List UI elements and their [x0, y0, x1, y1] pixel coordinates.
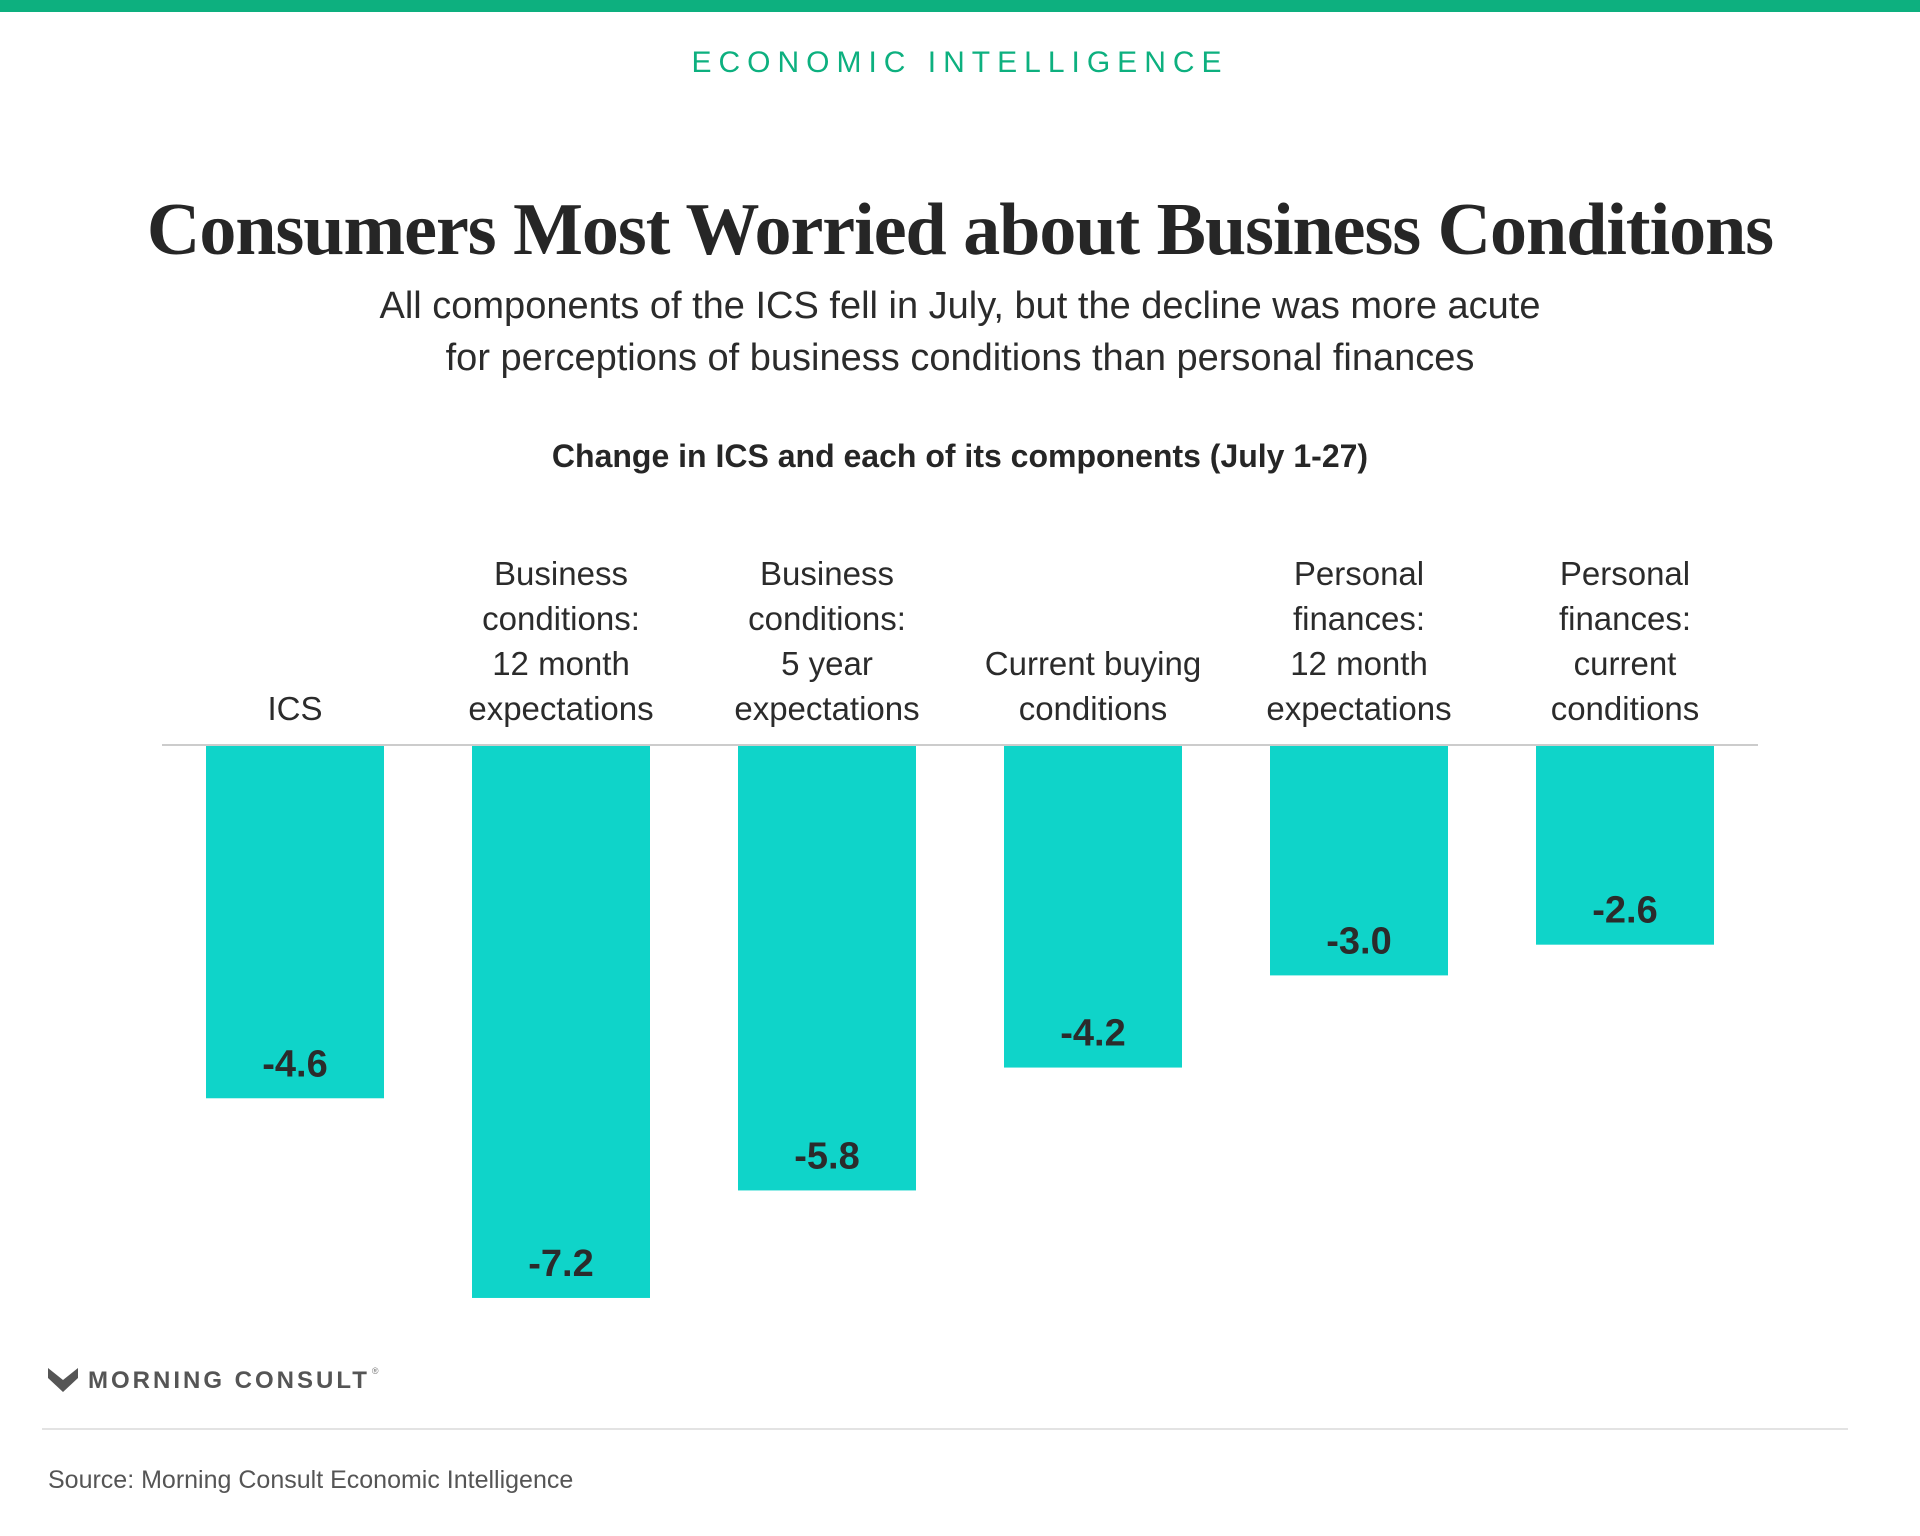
bar-1 [206, 745, 384, 1099]
category-label-4-line-2: conditions [1019, 690, 1168, 727]
top-accent-bar [0, 0, 1920, 12]
category-label-2-line-1: Business [494, 555, 628, 592]
value-label-5: -3.0 [1326, 920, 1391, 962]
bar-2 [472, 745, 650, 1298]
category-label-5: Personal finances: 12 month expectations [1266, 555, 1451, 727]
registered-mark: ® [371, 1366, 379, 1376]
category-label-3-line-4: expectations [734, 690, 919, 727]
morning-consult-m-icon [48, 1368, 78, 1392]
footer-divider [42, 1428, 1848, 1430]
brand-name: MORNING CONSULT [88, 1367, 370, 1394]
value-label-3: -5.8 [794, 1135, 859, 1177]
category-label-6: Personal finances: current conditions [1551, 555, 1700, 727]
value-label-2: -7.2 [528, 1243, 593, 1285]
category-label-5-line-4: expectations [1266, 690, 1451, 727]
category-label-1: ICS [267, 690, 322, 727]
category-label-3-line-3: 5 year [781, 645, 873, 682]
category-label-2-line-3: 12 month [492, 645, 630, 682]
category-label-3-line-1: Business [760, 555, 894, 592]
bar-chart: ICS Business conditions: 12 month expectatio… [162, 555, 1758, 1298]
category-label-6-line-1: Personal [1560, 555, 1690, 592]
category-label-2: Business conditions: 12 month expectations [468, 555, 653, 727]
category-label-4: Current buying conditions [985, 645, 1201, 727]
category-label-2-line-2: conditions: [482, 600, 640, 637]
category-label-5-line-1: Personal [1294, 555, 1424, 592]
category-label-6-line-4: conditions [1551, 690, 1700, 727]
category-label-2-line-4: expectations [468, 690, 653, 727]
value-labels: -4.6 -7.2 -5.8 -4.2 -3.0 -2.6 [262, 890, 1657, 1285]
category-label-5-line-2: finances: [1293, 600, 1425, 637]
bar-5 [1270, 745, 1448, 976]
chart-title: Change in ICS and each of its components… [551, 438, 1369, 474]
category-label-4-line-1: Current buying [985, 645, 1201, 682]
subtitle-line-1: All components of the ICS fell in July, … [379, 285, 1541, 327]
category-label-6-line-2: finances: [1559, 600, 1691, 637]
subtitle: All components of the ICS fell in July, … [0, 280, 1920, 384]
source-note: Source: Morning Consult Economic Intelli… [48, 1466, 574, 1494]
value-label-4: -4.2 [1060, 1013, 1125, 1055]
bars [206, 745, 1714, 1298]
category-labels: ICS Business conditions: 12 month expectatio… [267, 555, 1699, 727]
category-label-3: Business conditions: 5 year expectations [734, 555, 919, 727]
category-label-3-line-2: conditions: [748, 600, 906, 637]
value-label-1: -4.6 [262, 1043, 327, 1085]
category-label-6-line-3: current [1574, 645, 1677, 682]
subtitle-line-2: for perceptions of business conditions t… [445, 337, 1475, 379]
eyebrow-label: ECONOMIC INTELLIGENCE [691, 46, 1229, 79]
bar-3 [738, 745, 916, 1191]
brand-logo: MORNING CONSULT ® [48, 1366, 379, 1396]
page-title: Consumers Most Worried about Business Co… [146, 189, 1774, 271]
value-label-6: -2.6 [1592, 890, 1657, 932]
category-label-5-line-3: 12 month [1290, 645, 1428, 682]
bar-4 [1004, 745, 1182, 1068]
category-label-1-line-1: ICS [267, 690, 322, 727]
bar-6 [1536, 745, 1714, 945]
